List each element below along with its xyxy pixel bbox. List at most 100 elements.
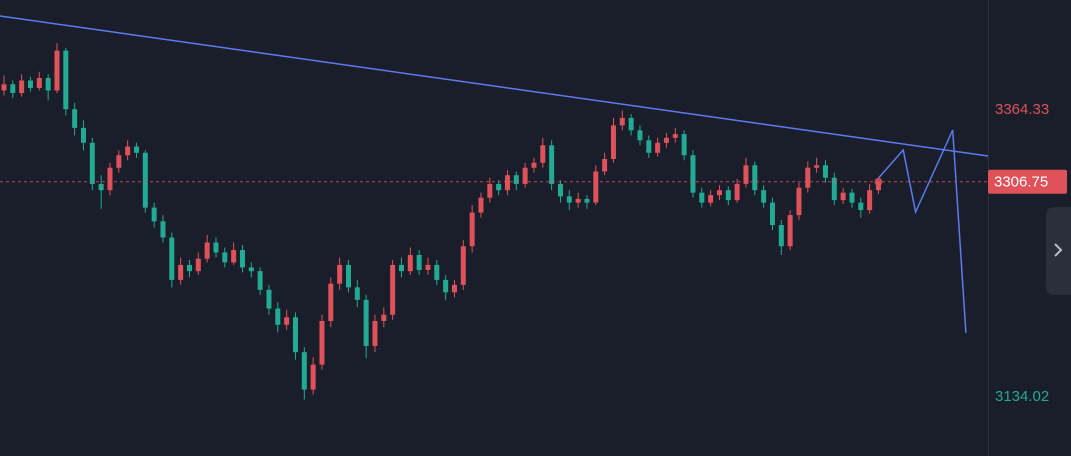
candle-body — [80, 127, 86, 143]
candle-body — [858, 202, 864, 211]
last-price-label: 3306.75 — [994, 174, 1048, 191]
candle-body — [398, 264, 404, 272]
collapse-button[interactable] — [1046, 207, 1071, 295]
candle-body — [222, 252, 228, 263]
candle-body — [257, 271, 263, 290]
candle-body — [319, 321, 325, 365]
candle-body — [814, 165, 820, 168]
candle-body — [549, 145, 555, 184]
candle-body — [372, 321, 378, 346]
price-axis: 3134.02 3364.33 3306.75 — [988, 101, 1067, 405]
candle-body — [416, 254, 422, 270]
candle-body — [116, 155, 122, 168]
candle-body — [275, 308, 281, 325]
candle-body — [584, 198, 590, 203]
candle-body — [266, 289, 272, 309]
candle-body — [602, 159, 608, 172]
candle-body — [610, 125, 616, 160]
candle-body — [328, 283, 334, 322]
last-price-dot — [874, 177, 883, 186]
candle-body — [107, 167, 113, 191]
candle-body — [725, 190, 731, 201]
last-price-badge — [988, 169, 1067, 194]
candle-body — [734, 183, 740, 201]
candle-body — [248, 267, 254, 272]
candle-body — [292, 317, 298, 353]
candle-body — [63, 50, 69, 110]
candle-body — [628, 117, 634, 131]
candle-body — [36, 78, 42, 88]
candle-body — [831, 177, 837, 201]
y-tick-label: 3134.02 — [995, 388, 1049, 405]
candle-body — [310, 364, 316, 390]
collapse-button-bg[interactable] — [1046, 207, 1071, 295]
candle-body — [451, 284, 457, 293]
candle-body — [761, 190, 767, 203]
candle-body — [557, 183, 563, 197]
candle-body — [407, 254, 413, 272]
candle-body — [540, 145, 546, 163]
candle-body — [186, 264, 192, 272]
y-tick-label: 3364.33 — [995, 101, 1049, 118]
candle-body — [646, 140, 652, 153]
projection — [877, 129, 967, 334]
candle-body — [151, 207, 157, 222]
plot-area — [0, 15, 989, 400]
candle-body — [796, 187, 802, 216]
candle-body — [840, 192, 846, 201]
candle-body — [434, 264, 440, 280]
candle-body — [619, 117, 625, 126]
candle-body — [125, 146, 131, 156]
candle-body — [504, 175, 510, 191]
candle-body — [743, 165, 749, 184]
candle-body — [301, 352, 307, 390]
candle-body — [513, 175, 519, 184]
candle-body — [19, 80, 25, 93]
candle-body — [681, 134, 687, 156]
candle-body — [160, 221, 166, 238]
candle-body — [363, 299, 369, 346]
candle-body — [778, 225, 784, 247]
candle-body — [637, 130, 643, 141]
candle-body — [708, 195, 714, 203]
candle-body — [10, 84, 16, 93]
candle-body — [425, 264, 431, 270]
candle-body — [390, 264, 396, 315]
candle-body — [752, 165, 758, 191]
candle-body — [655, 142, 661, 153]
candle-body — [822, 165, 828, 178]
candle-body — [443, 279, 449, 293]
candle-body — [849, 192, 855, 203]
candle-body — [72, 109, 78, 128]
candle-body — [460, 246, 466, 285]
candle-body — [204, 242, 210, 259]
candle-body — [45, 78, 51, 91]
candle-body — [89, 142, 95, 184]
candle-body — [133, 146, 139, 153]
candle-body — [345, 264, 351, 288]
candle-body — [27, 80, 33, 88]
candle-body — [672, 134, 678, 138]
candle-body — [699, 192, 705, 203]
candle-body — [487, 183, 493, 198]
candle-body — [522, 167, 528, 184]
chevron-icon[interactable] — [1054, 243, 1063, 257]
candle-body — [875, 181, 881, 191]
candle-body — [213, 242, 219, 253]
candle-body — [98, 183, 104, 191]
candle-body — [284, 317, 290, 325]
candle-body — [231, 249, 237, 263]
candle-body — [354, 287, 360, 300]
candle-body — [195, 258, 201, 272]
candle-body — [1, 84, 7, 91]
candle-body — [663, 137, 669, 143]
candle-body — [178, 264, 184, 280]
candle-body — [54, 50, 60, 91]
candle-body — [593, 171, 599, 203]
candle-body — [142, 152, 148, 208]
candle-body — [716, 190, 722, 196]
candle-body — [478, 197, 484, 213]
candle-body — [169, 237, 175, 280]
